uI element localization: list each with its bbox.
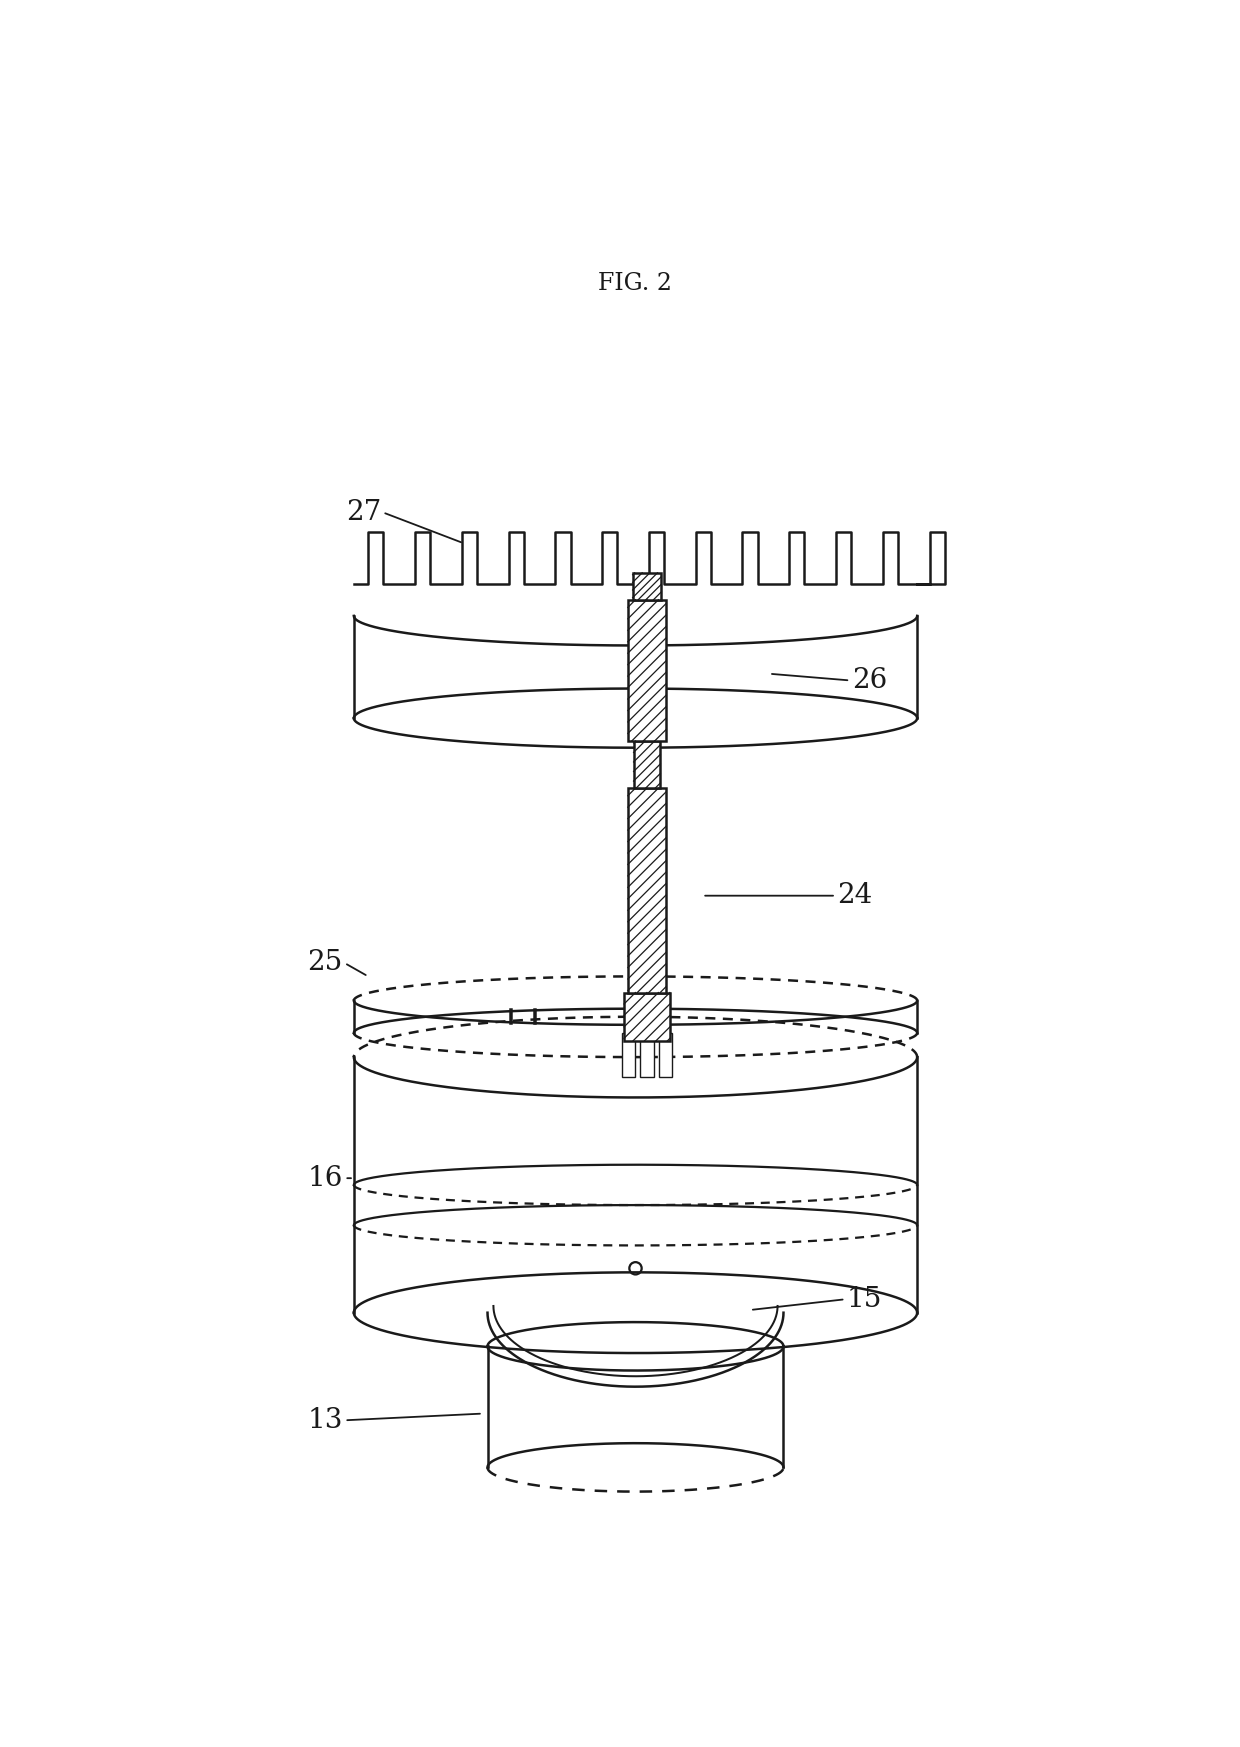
- Text: 26: 26: [852, 667, 887, 694]
- Text: 24: 24: [837, 882, 873, 908]
- Bar: [624, 992, 670, 1041]
- Bar: [640, 1032, 653, 1078]
- Bar: [632, 573, 661, 599]
- Bar: [621, 1032, 635, 1078]
- Text: FIG. 2: FIG. 2: [599, 273, 672, 295]
- Text: 25: 25: [308, 949, 342, 977]
- Text: 16: 16: [308, 1165, 343, 1191]
- Bar: [627, 599, 666, 741]
- Bar: [627, 788, 666, 992]
- Bar: [634, 741, 661, 788]
- Text: 27: 27: [346, 500, 381, 526]
- Text: 13: 13: [308, 1406, 343, 1434]
- Text: 15: 15: [847, 1286, 883, 1312]
- Bar: [658, 1032, 672, 1078]
